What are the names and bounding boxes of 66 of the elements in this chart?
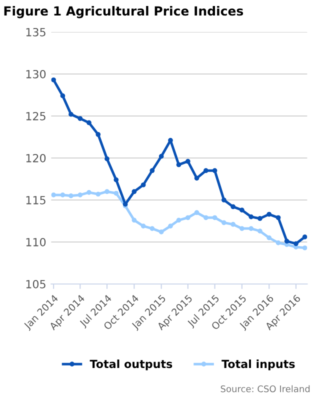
point — [222, 220, 226, 226]
point — [203, 215, 208, 220]
point — [248, 226, 254, 231]
point — [258, 216, 262, 221]
point — [51, 192, 56, 198]
y-tick-label: 110 — [26, 238, 46, 246]
point — [176, 218, 182, 223]
point — [266, 235, 272, 240]
point — [176, 162, 182, 168]
point — [276, 215, 281, 220]
point — [96, 192, 101, 197]
point — [302, 245, 308, 250]
y-tick-label: 135 — [26, 28, 46, 36]
point — [240, 208, 244, 213]
point — [86, 120, 92, 126]
point — [294, 241, 298, 246]
point — [203, 168, 208, 174]
point — [158, 229, 164, 234]
point — [51, 77, 56, 82]
point — [132, 218, 137, 223]
point — [168, 138, 173, 143]
point — [248, 214, 254, 220]
y-tick-label: 105 — [26, 280, 46, 288]
point — [294, 244, 298, 250]
point — [258, 228, 262, 234]
legend-label: Total outputs — [90, 360, 172, 370]
point — [150, 226, 155, 231]
legend-label: Total inputs — [222, 360, 295, 370]
point — [194, 210, 200, 216]
point — [212, 168, 218, 174]
point — [230, 222, 236, 227]
point — [284, 238, 290, 244]
point — [266, 212, 272, 217]
y-tick-label: 125 — [26, 112, 46, 120]
point — [68, 193, 74, 198]
point — [114, 177, 119, 182]
point — [240, 226, 244, 231]
point — [276, 240, 281, 246]
y-tick-label: 115 — [26, 196, 46, 204]
point — [158, 154, 164, 159]
point — [222, 198, 226, 202]
point — [78, 116, 83, 121]
point — [60, 93, 66, 98]
point — [140, 182, 146, 188]
point — [230, 204, 236, 210]
point — [60, 192, 66, 198]
point — [114, 190, 119, 196]
point — [68, 112, 74, 117]
point — [185, 158, 190, 164]
chart-title: Figure 1 Agricultural Price Indices — [4, 6, 244, 18]
point — [212, 215, 218, 220]
point — [185, 215, 190, 220]
point — [104, 189, 110, 194]
y-tick-label: 120 — [26, 154, 46, 162]
point — [96, 132, 101, 137]
point — [86, 190, 92, 195]
point — [132, 189, 137, 194]
point — [104, 156, 110, 162]
point — [150, 168, 155, 174]
point — [194, 176, 200, 181]
source-note: Source: CSO Ireland — [220, 385, 310, 392]
point — [140, 224, 146, 228]
y-tick-label: 130 — [26, 70, 46, 78]
point — [302, 234, 308, 240]
point — [168, 224, 173, 228]
point — [78, 192, 83, 198]
